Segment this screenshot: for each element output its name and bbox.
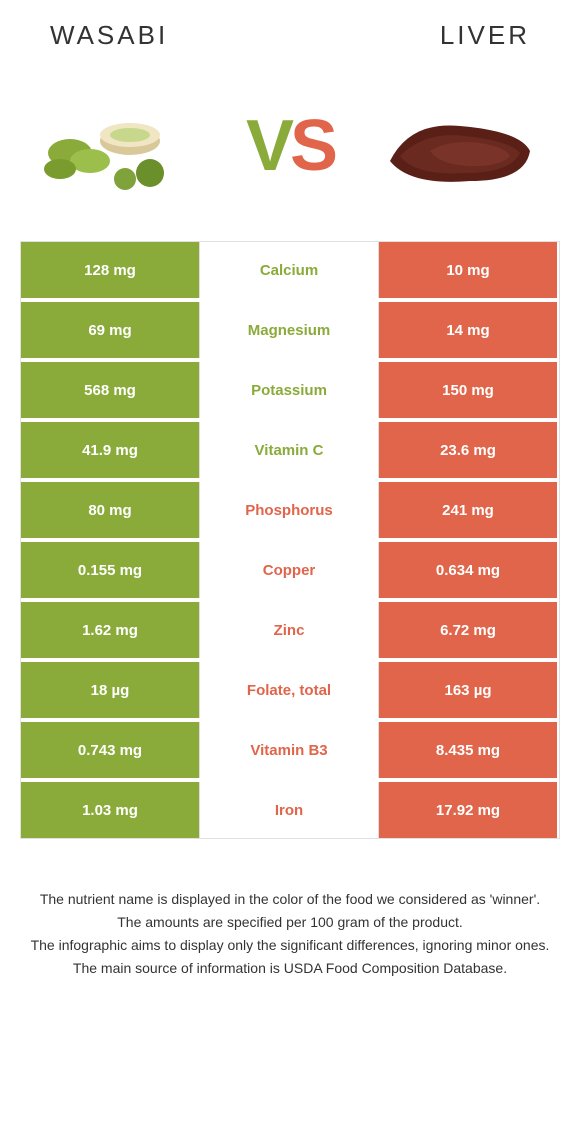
table-row: 128 mgCalcium10 mg	[21, 242, 559, 298]
nutrition-table: 128 mgCalcium10 mg69 mgMagnesium14 mg568…	[0, 241, 580, 839]
vs-s: S	[290, 106, 334, 186]
value-wasabi: 128 mg	[21, 242, 199, 298]
value-liver: 0.634 mg	[379, 542, 557, 598]
nutrient-name: Vitamin B3	[199, 722, 379, 778]
nutrient-name: Calcium	[199, 242, 379, 298]
table-row: 18 µgFolate, total163 µg	[21, 662, 559, 718]
table-row: 1.62 mgZinc6.72 mg	[21, 602, 559, 658]
value-wasabi: 18 µg	[21, 662, 199, 718]
value-wasabi: 0.743 mg	[21, 722, 199, 778]
value-wasabi: 568 mg	[21, 362, 199, 418]
value-wasabi: 1.03 mg	[21, 782, 199, 838]
table-row: 1.03 mgIron17.92 mg	[21, 782, 559, 838]
nutrient-name: Iron	[199, 782, 379, 838]
table-row: 80 mgPhosphorus241 mg	[21, 482, 559, 538]
value-liver: 23.6 mg	[379, 422, 557, 478]
value-liver: 14 mg	[379, 302, 557, 358]
value-liver: 8.435 mg	[379, 722, 557, 778]
image-row: VS	[0, 61, 580, 241]
footnote-line: The main source of information is USDA F…	[25, 958, 555, 979]
value-wasabi: 69 mg	[21, 302, 199, 358]
value-wasabi: 41.9 mg	[21, 422, 199, 478]
nutrient-name: Folate, total	[199, 662, 379, 718]
value-liver: 10 mg	[379, 242, 557, 298]
nutrient-name: Copper	[199, 542, 379, 598]
header: WASABI LIVER	[0, 0, 580, 61]
value-liver: 241 mg	[379, 482, 557, 538]
liver-image	[370, 91, 550, 201]
value-wasabi: 1.62 mg	[21, 602, 199, 658]
title-liver: LIVER	[440, 20, 530, 51]
nutrient-name: Phosphorus	[199, 482, 379, 538]
footnote-line: The infographic aims to display only the…	[25, 935, 555, 956]
footnote-line: The amounts are specified per 100 gram o…	[25, 912, 555, 933]
nutrient-name: Potassium	[199, 362, 379, 418]
vs-v: V	[246, 106, 290, 186]
title-wasabi: WASABI	[50, 20, 168, 51]
nutrient-name: Magnesium	[199, 302, 379, 358]
table-row: 69 mgMagnesium14 mg	[21, 302, 559, 358]
nutrient-name: Vitamin C	[199, 422, 379, 478]
nutrient-name: Zinc	[199, 602, 379, 658]
footnote-line: The nutrient name is displayed in the co…	[25, 889, 555, 910]
footnote: The nutrient name is displayed in the co…	[0, 839, 580, 979]
value-liver: 6.72 mg	[379, 602, 557, 658]
table-row: 568 mgPotassium150 mg	[21, 362, 559, 418]
table-row: 0.155 mgCopper0.634 mg	[21, 542, 559, 598]
value-liver: 17.92 mg	[379, 782, 557, 838]
value-wasabi: 0.155 mg	[21, 542, 199, 598]
value-wasabi: 80 mg	[21, 482, 199, 538]
value-liver: 163 µg	[379, 662, 557, 718]
table-row: 0.743 mgVitamin B38.435 mg	[21, 722, 559, 778]
vs-label: VS	[246, 105, 334, 187]
wasabi-image	[30, 91, 210, 201]
value-liver: 150 mg	[379, 362, 557, 418]
table-row: 41.9 mgVitamin C23.6 mg	[21, 422, 559, 478]
